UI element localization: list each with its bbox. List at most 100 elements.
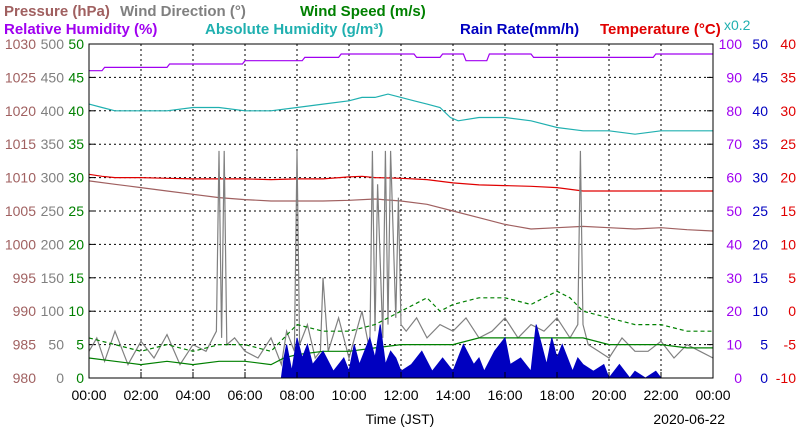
y-tick-label: 450: [41, 69, 65, 85]
y-tick-label: 70: [726, 136, 742, 152]
series-line: [88, 337, 713, 366]
y-tick-label: 40: [68, 103, 84, 119]
series-line: [88, 93, 713, 135]
legend-item: Rain Rate(mm/h): [460, 21, 579, 38]
y-tick-label: 15: [68, 270, 84, 286]
y-tick-label: -5: [784, 337, 797, 353]
y-tick-label: 980: [13, 370, 37, 386]
series-line: [88, 173, 713, 192]
x-tick-label: 22:00: [643, 387, 678, 403]
chart-legend: Pressure (hPa) Wind Direction (°) Wind Spe…: [4, 3, 751, 38]
x-tick-label: 10:00: [331, 387, 366, 403]
y-tick-label: 10: [726, 337, 742, 353]
series-line: [88, 180, 714, 232]
y-tick-label: 80: [726, 103, 742, 119]
y-tick-label: -10: [776, 370, 796, 386]
y-tick-label: 400: [41, 103, 65, 119]
x-axis: 00:00 02:00 04:00 06:00 08:00 10:00 12:00 14:00…: [71, 372, 731, 403]
y-tick-label: 995: [13, 270, 37, 286]
y-tick-label: 15: [752, 270, 768, 286]
y-tick-label: 1005: [5, 203, 36, 219]
y-tick-label: 25: [780, 136, 796, 152]
y-tick-label: 45: [752, 69, 768, 85]
y-tick-label: 5: [76, 337, 84, 353]
y-tick-label: 1015: [5, 136, 36, 152]
rain-scale-label: x0.2: [724, 17, 751, 33]
y-tick-label: 35: [68, 136, 84, 152]
x-tick-label: 14:00: [435, 387, 470, 403]
legend-item: Absolute Humidity (g/m³): [205, 21, 383, 38]
y-tick-label: 30: [68, 170, 84, 186]
y-tick-label: 985: [13, 337, 37, 353]
x-tick-label: 18:00: [539, 387, 574, 403]
y-tick-label: 90: [726, 69, 742, 85]
y-tick-label: 200: [41, 236, 65, 252]
y-tick-label: 5: [760, 337, 768, 353]
y-tick-label: 50: [726, 203, 742, 219]
legend-item: Wind Speed (m/s): [300, 3, 426, 20]
series-line: [88, 290, 713, 352]
y-tick-label: 20: [752, 236, 768, 252]
y-tick-label: 500: [41, 36, 65, 52]
y-tick-label: 25: [752, 203, 768, 219]
date-label: 2020-06-22: [653, 411, 725, 427]
y-tick-label: 30: [780, 103, 796, 119]
x-tick-label: 02:00: [123, 387, 158, 403]
y-tick-label: 1010: [5, 170, 36, 186]
y-tick-label: 250: [41, 203, 65, 219]
y-tick-label: 50: [752, 36, 768, 52]
x-tick-label: 00:00: [71, 387, 106, 403]
y-tick-label: 40: [752, 103, 768, 119]
legend-item: Temperature (°C): [600, 21, 721, 38]
series-rain-rate: [89, 324, 713, 380]
y-tick-label: 20: [780, 170, 796, 186]
y-tick-label: 1025: [5, 69, 36, 85]
legend-item: Relative Humidity (%): [4, 21, 157, 38]
legend-item: Pressure (hPa): [4, 3, 110, 20]
y-tick-label: 0: [56, 370, 64, 386]
grid: [89, 43, 713, 379]
x-tick-label: 00:00: [695, 387, 730, 403]
y-tick-label: 50: [68, 36, 84, 52]
series-line: [88, 150, 714, 367]
y-tick-label: 35: [780, 69, 796, 85]
x-tick-label: 06:00: [227, 387, 262, 403]
x-tick-label: 20:00: [591, 387, 626, 403]
y-tick-label: 20: [726, 303, 742, 319]
y-tick-label: 30: [726, 270, 742, 286]
series-line: [89, 53, 713, 72]
x-axis-label: Time (JST): [366, 411, 435, 427]
y-tick-label: 990: [13, 303, 37, 319]
y-tick-label: 45: [68, 69, 84, 85]
y-tick-label: 40: [780, 36, 796, 52]
x-tick-label: 12:00: [383, 387, 418, 403]
y-tick-label: 50: [48, 337, 64, 353]
y-tick-label: 0: [734, 370, 742, 386]
y-tick-label: 30: [752, 170, 768, 186]
y-tick-label: 5: [788, 270, 796, 286]
legend-item: Wind Direction (°): [120, 3, 246, 20]
x-tick-label: 08:00: [279, 387, 314, 403]
y-tick-label: 1000: [5, 236, 36, 252]
y-tick-label: 100: [41, 303, 65, 319]
y-tick-label: 0: [760, 370, 768, 386]
y-tick-label: 100: [719, 36, 743, 52]
y-tick-label: 10: [68, 303, 84, 319]
y-tick-label: 1020: [5, 103, 36, 119]
y-tick-label: 60: [726, 170, 742, 186]
y-tick-label: 300: [41, 170, 65, 186]
y-tick-label: 40: [726, 236, 742, 252]
y-tick-label: 0: [76, 370, 84, 386]
y-tick-label: 0: [788, 303, 796, 319]
y-tick-label: 10: [752, 303, 768, 319]
y-tick-label: 1030: [5, 36, 36, 52]
y-tick-label: 15: [780, 203, 796, 219]
right-axes: 1009080706050403020100504540353025201510…: [719, 36, 797, 386]
x-tick-label: 16:00: [487, 387, 522, 403]
y-tick-label: 20: [68, 236, 84, 252]
left-axes: 1030102510201015101010051000995990985980…: [5, 36, 84, 386]
x-tick-label: 04:00: [175, 387, 210, 403]
y-tick-label: 25: [68, 203, 84, 219]
y-tick-label: 150: [41, 270, 65, 286]
